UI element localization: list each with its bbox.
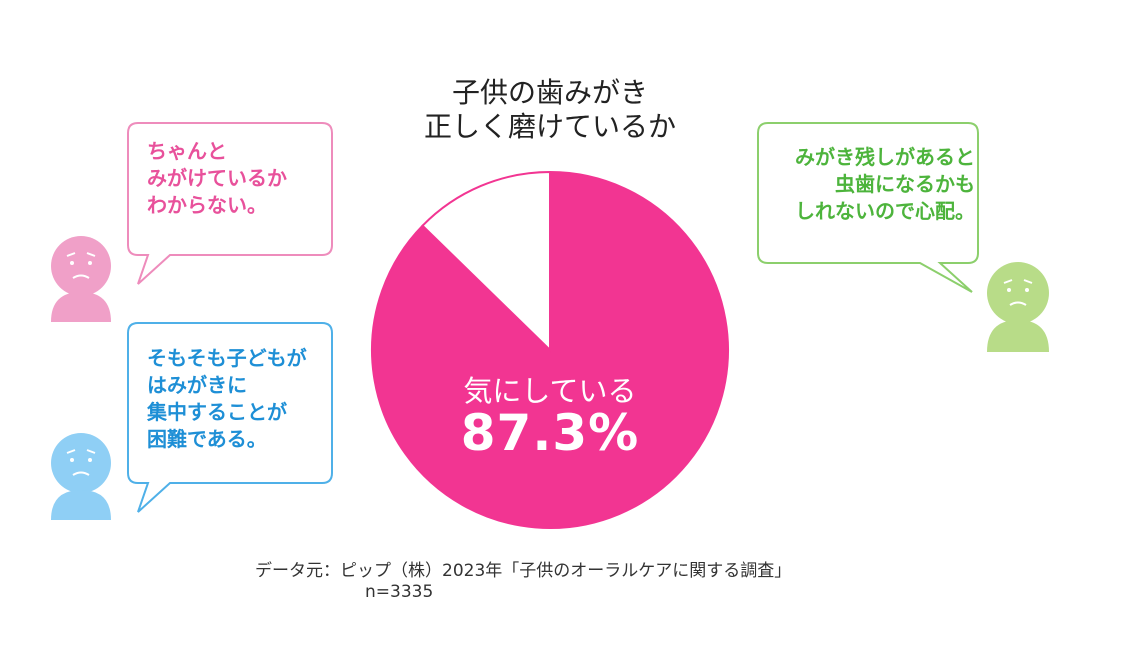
blue-bubble-text: そもそも子どもが はみがきに 集中することが 困難である。: [147, 345, 307, 453]
sample-size: n=3335: [365, 582, 434, 602]
slice-value-label: 87.3%: [460, 404, 640, 462]
green-speech-bubble: [757, 122, 979, 293]
pink-speech-bubble: [127, 122, 333, 285]
green-worried-face-icon: [987, 262, 1049, 352]
source-note: データ元：ピップ（株）2023年「子供のオーラルケアに関する調査」 n=3335: [255, 561, 791, 603]
bubble-line: みがけているか: [147, 166, 287, 190]
bubble-line: みがき残しがあると: [795, 145, 975, 169]
bubble-line: わからない。: [147, 193, 267, 217]
chart-title-line-2: 正しく磨けているか: [423, 110, 676, 143]
bubble-line: そもそも子どもが: [147, 346, 307, 370]
green-bubble-text: みがき残しがあると 虫歯になるかも しれないので心配。: [770, 144, 975, 225]
bubble-line: 困難である。: [147, 427, 267, 451]
slice-label: 気にしている: [463, 374, 637, 408]
bubble-line: しれないので心配。: [795, 199, 975, 223]
blue-worried-face-icon: [51, 433, 111, 520]
pink-worried-face-icon: [51, 236, 111, 322]
source-line: データ元：ピップ（株）2023年「子供のオーラルケアに関する調査」: [255, 561, 792, 581]
bubble-line: 集中することが: [147, 400, 287, 424]
chart-title-line-1: 子供の歯みがき: [451, 76, 648, 109]
bubble-line: はみがきに: [147, 373, 247, 397]
bubble-line: ちゃんと: [147, 139, 227, 163]
pink-bubble-text: ちゃんと みがけているか わからない。: [147, 138, 287, 219]
blue-speech-bubble: [127, 322, 333, 513]
pie-slice-1: [421, 170, 551, 353]
bubble-line: 虫歯になるかも: [835, 172, 975, 196]
chart-title: 子供の歯みがき 正しく磨けているか: [380, 76, 720, 144]
